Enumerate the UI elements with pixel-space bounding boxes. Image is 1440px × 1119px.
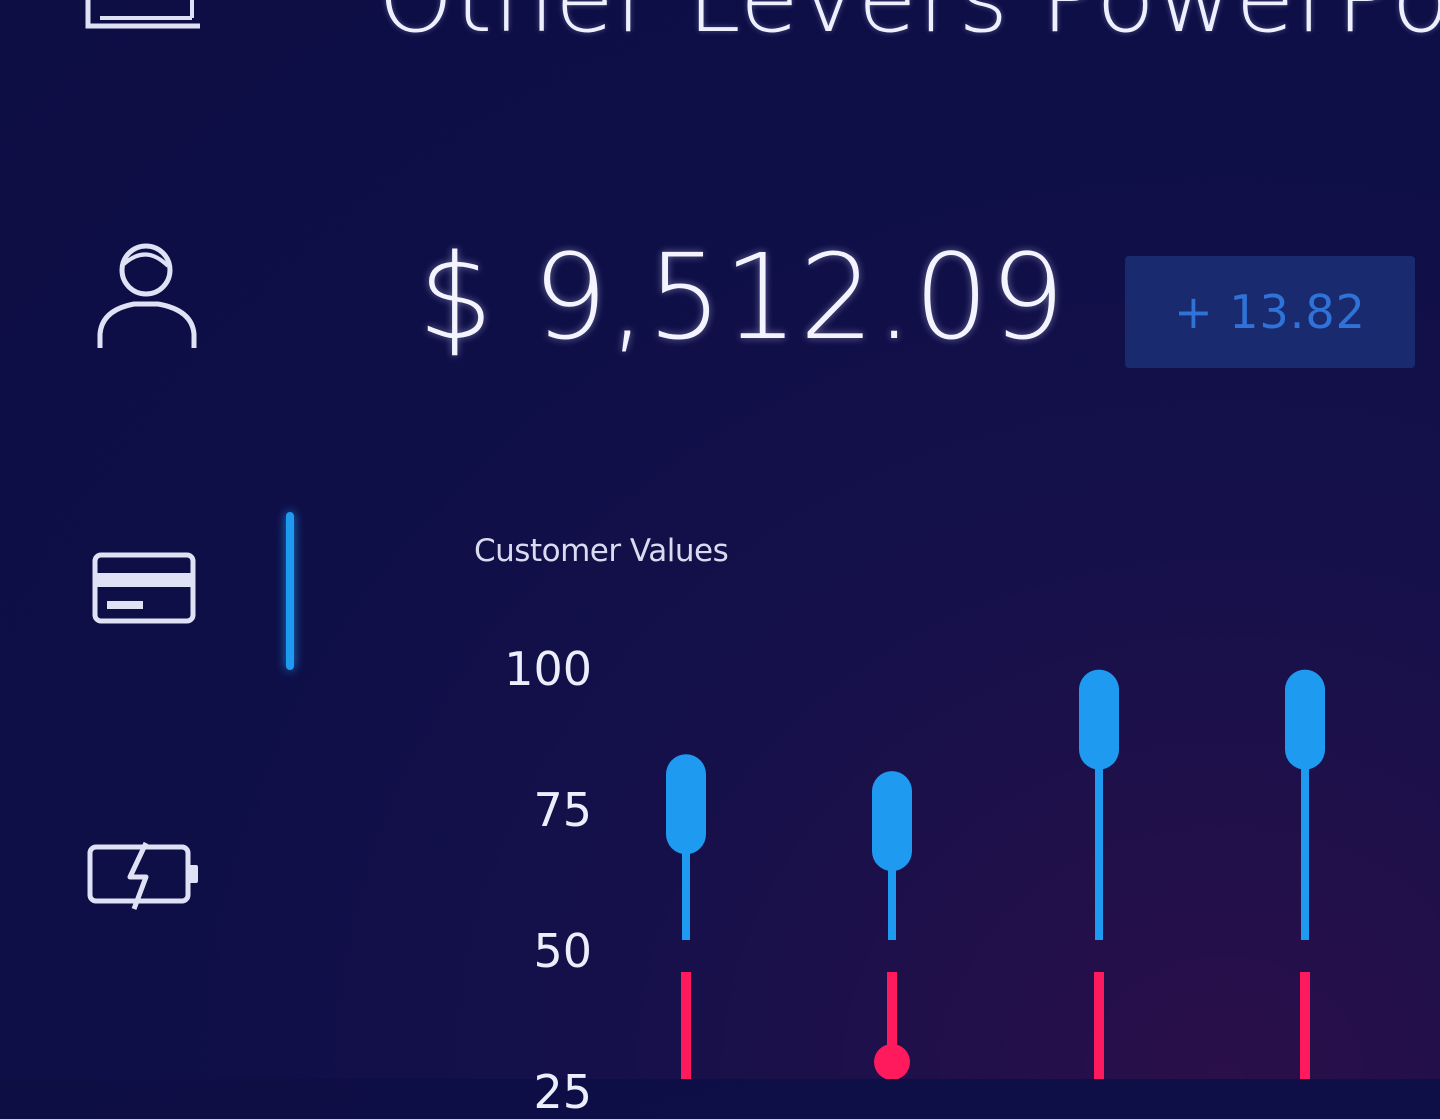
credit-card-icon[interactable] — [85, 545, 203, 630]
window-icon[interactable] — [80, 0, 210, 40]
active-nav-indicator — [286, 512, 294, 670]
pink-series-stem — [1300, 972, 1310, 1079]
y-tick-label: 75 — [533, 783, 592, 837]
blue-series-bar[interactable] — [1285, 669, 1325, 770]
blue-series-stem — [1095, 677, 1103, 940]
balance-change-badge: + 13.82 — [1125, 256, 1415, 368]
blue-series-bar[interactable] — [872, 771, 912, 872]
pink-series-stem — [681, 972, 691, 1079]
pink-series-stem — [1094, 972, 1104, 1079]
blue-series-bar[interactable] — [1079, 669, 1119, 770]
battery-charging-icon[interactable] — [80, 835, 208, 915]
chart-title: Customer Values — [474, 533, 729, 569]
y-tick-label: 50 — [533, 924, 592, 978]
pink-series-stem — [887, 972, 897, 1079]
user-icon[interactable] — [88, 238, 206, 358]
balance-amount: $ 9,512.09 — [418, 228, 1067, 366]
pink-series-bar[interactable] — [874, 1044, 910, 1079]
blue-series-stem — [1301, 677, 1309, 940]
blue-series-bar[interactable] — [666, 754, 706, 855]
y-tick-label: 100 — [504, 642, 592, 696]
page-title: Other Levers PowerPoint — [378, 0, 1440, 54]
sidebar — [0, 0, 300, 1079]
customer-values-chart — [666, 669, 1325, 1079]
